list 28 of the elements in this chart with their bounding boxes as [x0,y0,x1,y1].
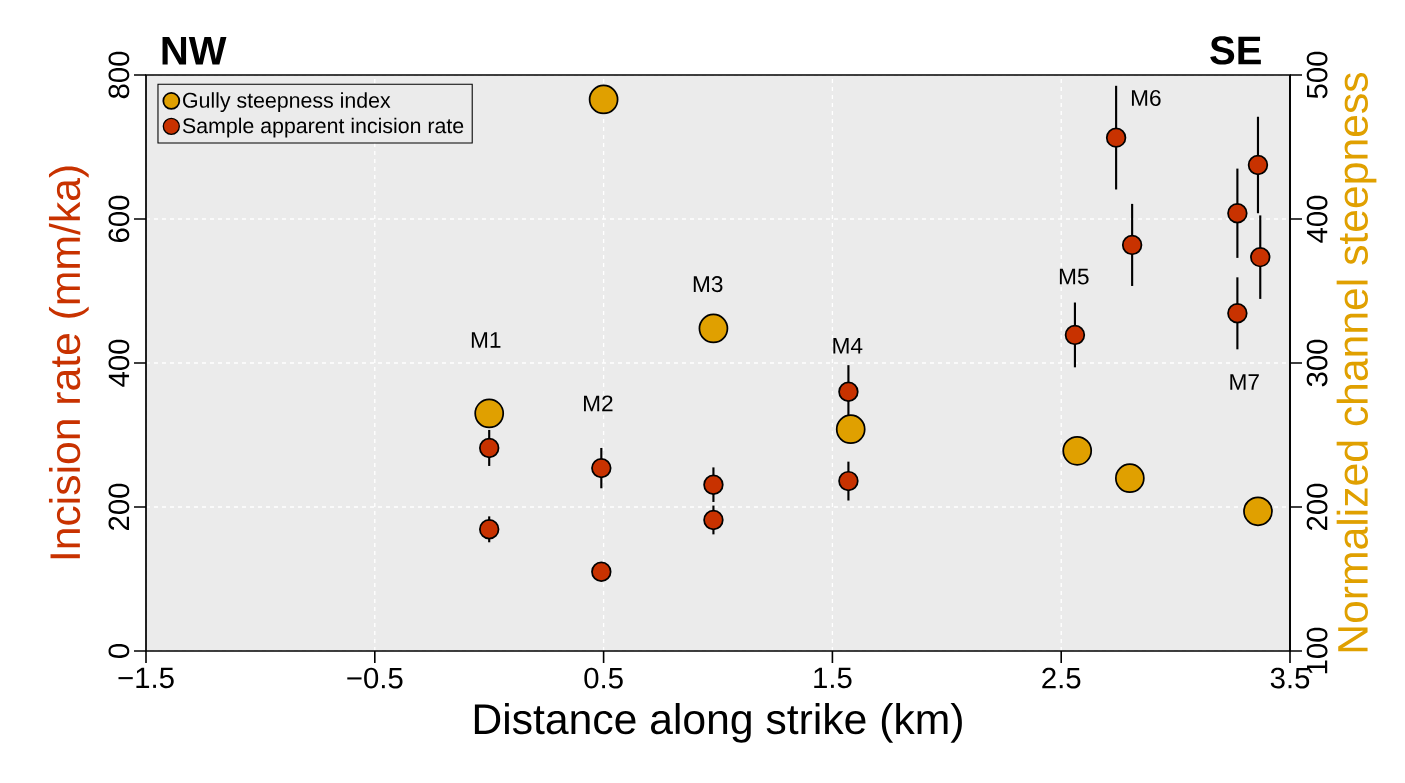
x-tick-label: 1.5 [814,667,852,689]
y-tick-label: 0 [108,644,130,659]
x-tick-label: 0.5 [584,667,623,689]
y-tick-label: 400 [108,339,130,387]
annotation: M5 [1059,268,1089,285]
x-tick-label: −1.5 [118,667,174,689]
annotation: M2 [584,395,613,412]
annotation: M6 [1131,90,1161,107]
y2-axis-title: Normalized channel steepness [1336,72,1377,652]
y2-tick-label: 200 [1306,483,1328,530]
text: SE [1210,36,1261,65]
y-tick-label: 800 [108,51,130,99]
x-tick-label: −0.5 [347,667,403,689]
legend-label: Sample apparent incision rate [182,117,464,138]
legend-label: Gully steepness index [183,92,391,113]
y-tick-label: 200 [108,483,130,530]
y-axis-title: Incision rate (mm/ka) [48,166,89,559]
y-tick-label: 600 [108,195,130,242]
x-tick-label: 2.5 [1042,667,1081,689]
y2-tick-label: 400 [1306,195,1328,243]
annotation: M3 [693,276,723,293]
y2-tick-label: 300 [1306,339,1328,387]
text: NW [162,37,227,65]
annotation: M1 [471,332,501,348]
annotation: M4 [833,337,863,354]
annotation: M7 [1230,374,1259,390]
x-axis-title: Distance along strike (km) [474,702,962,743]
y2-tick-label: 500 [1306,51,1328,99]
